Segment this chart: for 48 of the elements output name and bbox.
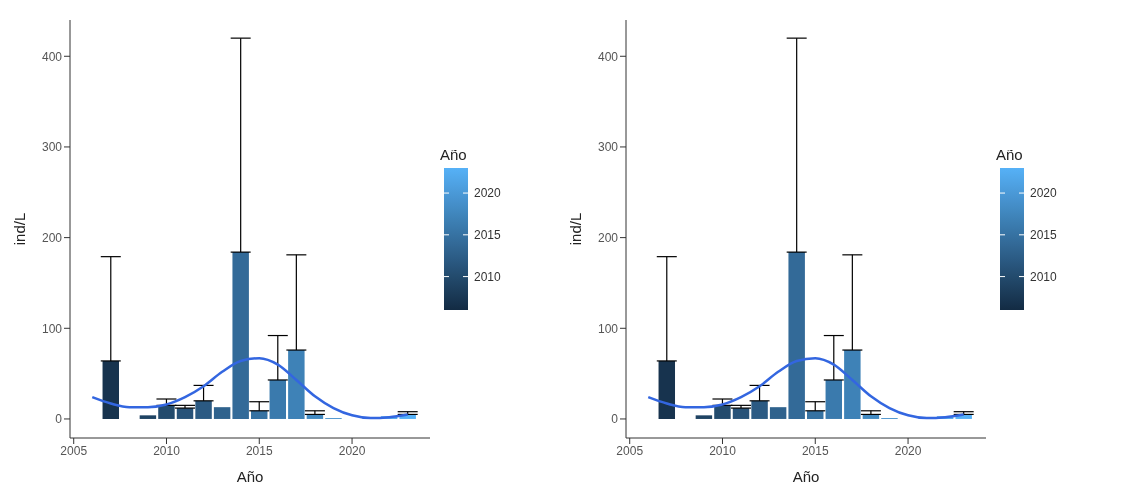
y-tick-label: 100 (41, 321, 63, 336)
legend-title: Año (440, 146, 467, 163)
color-bar-label: 2015 (1030, 227, 1058, 242)
x-tick-label: 2020 (338, 443, 366, 458)
color-bar-label: 2020 (474, 186, 502, 201)
x-axis-title: Año (792, 468, 820, 485)
x-tick-label: 2010 (709, 443, 737, 458)
y-tick-label: 300 (41, 140, 63, 155)
color-bar-label: 2010 (474, 269, 502, 284)
bar (288, 350, 305, 419)
color-bar-label: 2015 (474, 227, 502, 242)
y-tick-label: 0 (55, 412, 63, 427)
y-tick-label: 0 (611, 412, 619, 427)
bar (769, 407, 787, 419)
color-bar-label: 2020 (1030, 186, 1058, 201)
x-tick-label: 2015 (245, 443, 273, 458)
y-tick-label: 100 (597, 321, 619, 336)
bar (807, 410, 824, 419)
bar (751, 400, 768, 419)
legend-title: Año (996, 146, 1023, 163)
line-series (91, 356, 409, 420)
bar (232, 252, 249, 419)
bar (102, 360, 120, 419)
y-axis-title: ind/L (11, 212, 29, 246)
line-series (647, 356, 965, 420)
y-axis-title: ind/L (567, 212, 585, 246)
bar (825, 379, 843, 419)
bar (195, 400, 212, 419)
bar (251, 410, 268, 419)
y-tick-label: 200 (597, 230, 619, 245)
x-tick-label: 2020 (894, 443, 922, 458)
x-tick-label: 2010 (153, 443, 181, 458)
x-tick-label: 2005 (60, 443, 88, 458)
bar (788, 252, 805, 419)
x-tick-label: 2005 (616, 443, 644, 458)
bar (844, 350, 861, 419)
color-bar-label: 2010 (1030, 269, 1058, 284)
bar (213, 407, 231, 419)
bar (695, 415, 713, 419)
y-tick-label: 200 (41, 230, 63, 245)
y-tick-label: 400 (597, 49, 619, 64)
bar (269, 379, 287, 419)
x-axis-title: Año (236, 468, 264, 485)
bar (658, 360, 676, 419)
bar (139, 415, 157, 419)
y-tick-label: 400 (41, 49, 63, 64)
x-tick-label: 2015 (801, 443, 829, 458)
y-tick-label: 300 (597, 140, 619, 155)
